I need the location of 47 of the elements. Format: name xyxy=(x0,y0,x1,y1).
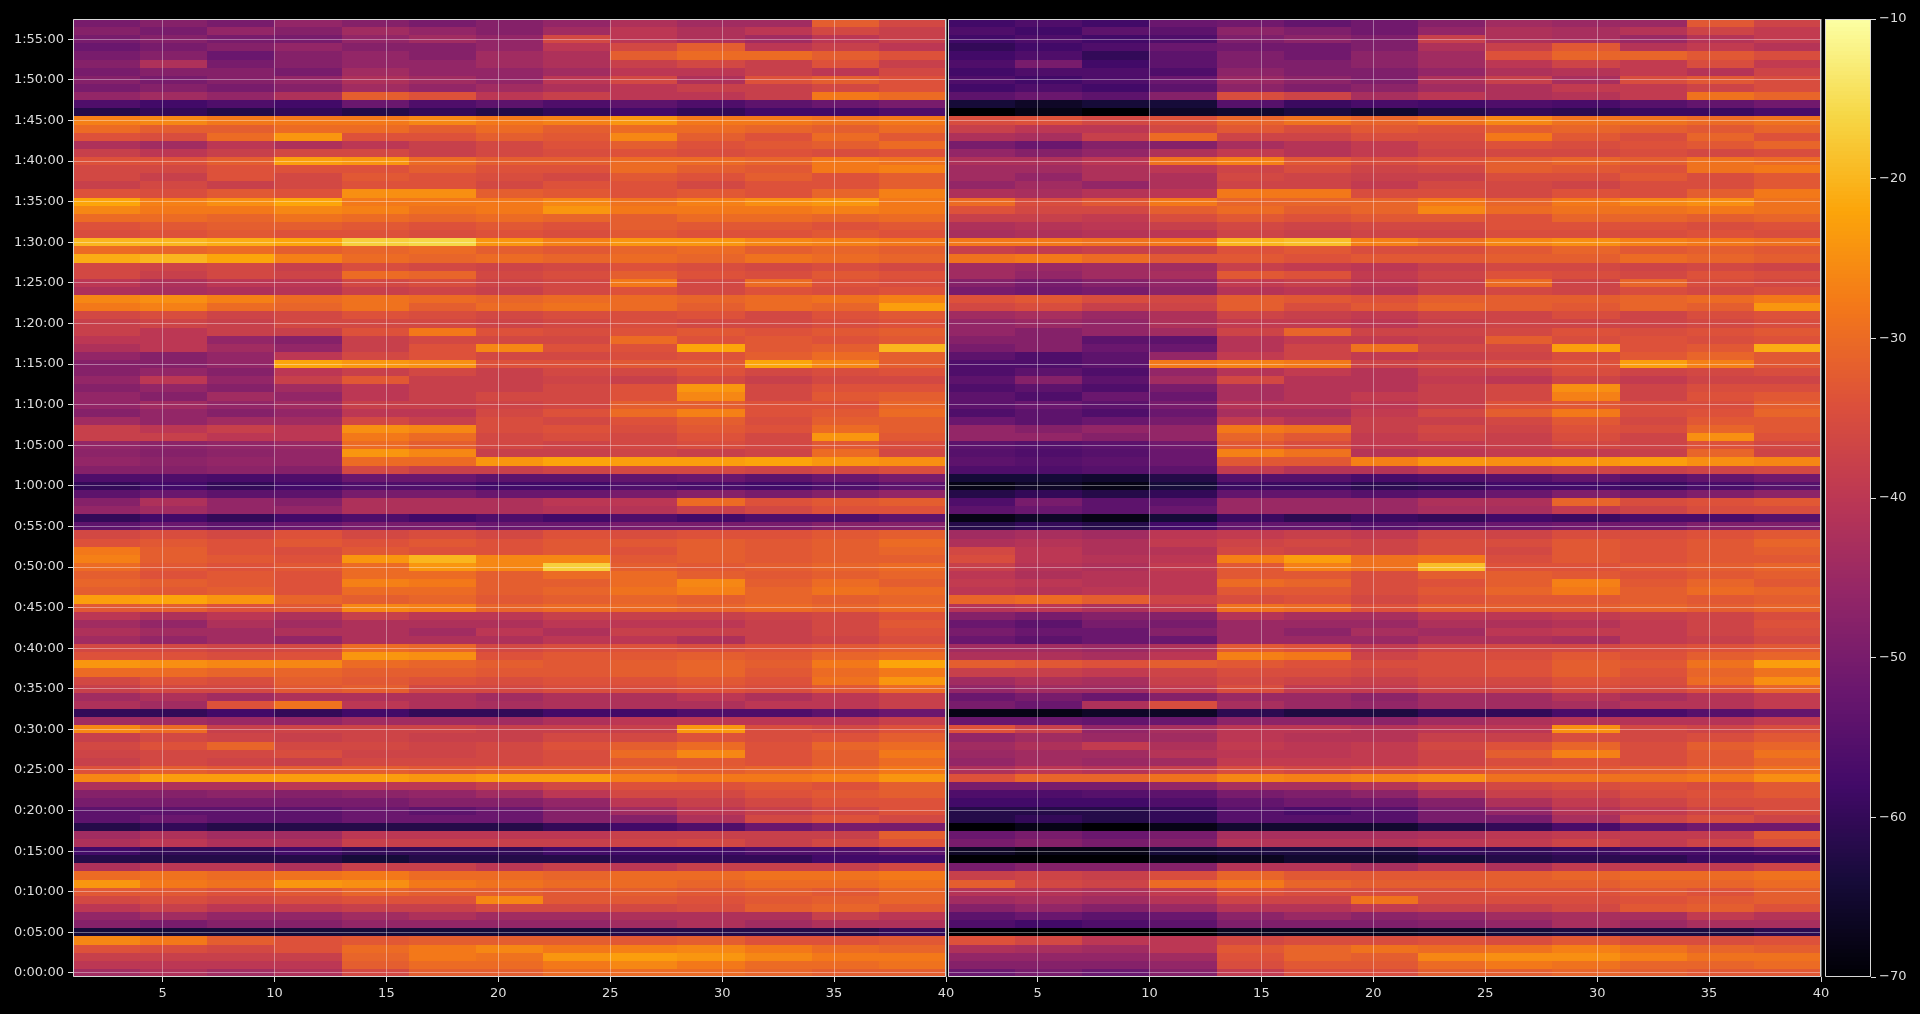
y-tick-label: 0:10:00 xyxy=(13,883,64,899)
x-tick-label: 5 xyxy=(1033,985,1042,1001)
x-tick-label: 35 xyxy=(825,985,843,1001)
y-tick-label: 0:30:00 xyxy=(13,720,64,736)
x-tick-label: 25 xyxy=(601,985,619,1001)
y-tick-label: 0:45:00 xyxy=(13,598,64,614)
color-bar-label: −50 xyxy=(1879,649,1907,665)
y-tick-label: 0:00:00 xyxy=(13,964,64,980)
x-tick-label: 30 xyxy=(713,985,731,1001)
color-bar-label: −40 xyxy=(1879,489,1907,505)
color-bar-label: −30 xyxy=(1879,329,1907,345)
x-tick-label: 40 xyxy=(937,985,955,1001)
y-tick-label: 1:45:00 xyxy=(13,111,64,127)
color-bar-label: −70 xyxy=(1879,968,1907,984)
y-tick-label: 0:35:00 xyxy=(13,680,64,696)
y-tick-label: 1:40:00 xyxy=(13,152,64,168)
x-tick-label: 40 xyxy=(1812,985,1830,1001)
x-tick-label: 15 xyxy=(378,985,395,1001)
y-tick-label: 1:35:00 xyxy=(13,193,64,209)
y-tick-label: 0:50:00 xyxy=(13,558,64,574)
y-tick-label: 0:20:00 xyxy=(13,801,64,817)
color-bar-label: −60 xyxy=(1879,808,1907,824)
x-tick-label: 10 xyxy=(1141,985,1158,1001)
y-tick-label: 0:15:00 xyxy=(13,842,64,858)
y-tick-label: 0:55:00 xyxy=(13,517,64,533)
y-tick-label: 1:50:00 xyxy=(13,71,64,87)
x-tick-label: 5 xyxy=(158,985,167,1001)
y-tick-label: 0:25:00 xyxy=(13,761,64,777)
y-tick-label: 1:25:00 xyxy=(13,274,64,290)
x-tick-label: 15 xyxy=(1253,985,1270,1001)
x-tick-label: 25 xyxy=(1476,985,1494,1001)
x-tick-label: 30 xyxy=(1588,985,1606,1001)
y-tick-label: 1:20:00 xyxy=(13,314,64,330)
x-tick-label: 10 xyxy=(266,985,283,1001)
color-bar-label: −10 xyxy=(1879,10,1907,26)
y-tick-label: 1:30:00 xyxy=(13,233,64,249)
y-tick-label: 1:00:00 xyxy=(13,477,64,493)
x-tick-label: 20 xyxy=(490,985,507,1001)
y-tick-label: 1:55:00 xyxy=(13,30,64,46)
y-tick-label: 1:05:00 xyxy=(13,436,64,452)
y-tick-label: 0:05:00 xyxy=(13,923,64,939)
y-tick-label: 1:10:00 xyxy=(13,396,64,412)
x-tick-label: 35 xyxy=(1700,985,1718,1001)
x-tick-label: 20 xyxy=(1365,985,1382,1001)
y-tick-label: 1:15:00 xyxy=(13,355,64,371)
color-bar-label: −20 xyxy=(1879,170,1907,186)
y-tick-label: 0:40:00 xyxy=(13,639,64,655)
